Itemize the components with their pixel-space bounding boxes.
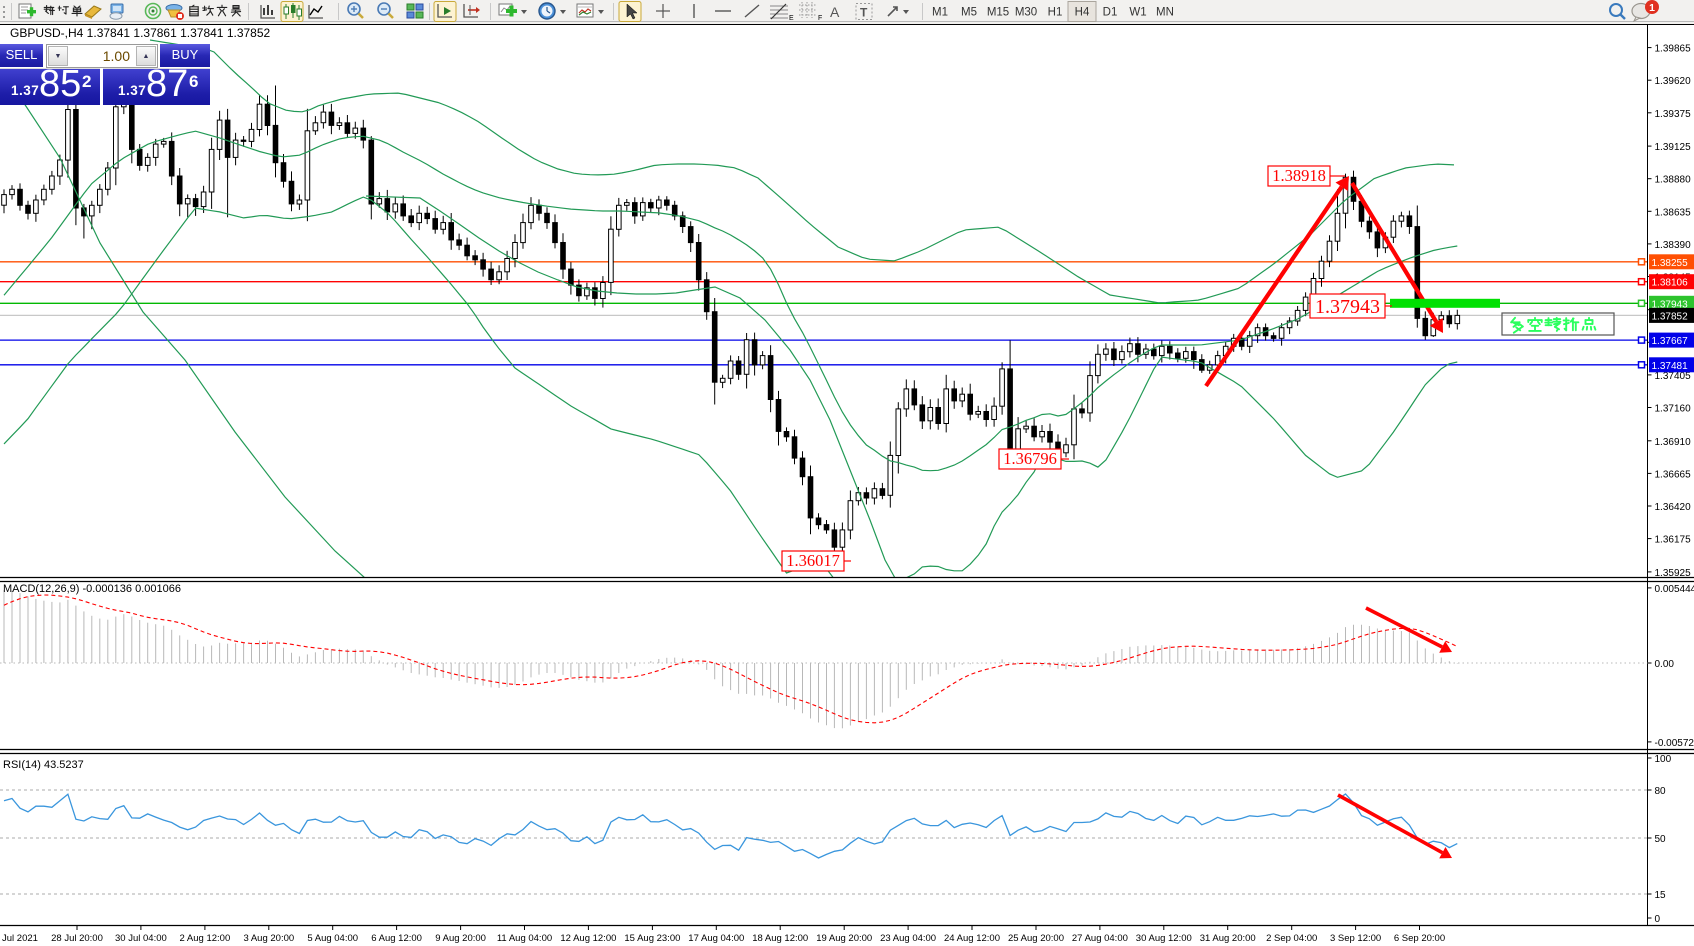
svg-text:23 Aug 04:00: 23 Aug 04:00 <box>880 933 936 944</box>
svg-text:31 Aug 20:00: 31 Aug 20:00 <box>1200 933 1256 944</box>
svg-text:RSI(14) 43.5237: RSI(14) 43.5237 <box>3 759 84 771</box>
svg-text:25 Aug 20:00: 25 Aug 20:00 <box>1008 933 1064 944</box>
svg-text:18 Aug 12:00: 18 Aug 12:00 <box>752 933 808 944</box>
svg-text:1.38918: 1.38918 <box>1272 166 1326 185</box>
svg-text:1.36665: 1.36665 <box>1655 469 1692 480</box>
svg-text:30 Jul 04:00: 30 Jul 04:00 <box>115 933 167 944</box>
svg-text:1.36796: 1.36796 <box>1003 449 1057 468</box>
svg-text:1.36420: 1.36420 <box>1655 502 1692 513</box>
svg-text:1.39125: 1.39125 <box>1655 142 1692 153</box>
svg-text:1.36910: 1.36910 <box>1655 437 1692 448</box>
svg-text:15 Aug 23:00: 15 Aug 23:00 <box>624 933 680 944</box>
svg-text:1.37481: 1.37481 <box>1652 361 1689 372</box>
svg-text:1: 1 <box>1649 2 1655 14</box>
svg-text:1.38390: 1.38390 <box>1655 240 1692 251</box>
svg-text:1.35925: 1.35925 <box>1655 568 1692 579</box>
svg-text:MN: MN <box>1156 7 1174 19</box>
svg-text:1.37943: 1.37943 <box>1315 296 1380 318</box>
svg-text:5 Aug 04:00: 5 Aug 04:00 <box>307 933 358 944</box>
svg-text:15: 15 <box>1655 890 1667 901</box>
svg-text:28 Jul 20:00: 28 Jul 20:00 <box>51 933 103 944</box>
svg-text:3 Aug 20:00: 3 Aug 20:00 <box>243 933 294 944</box>
svg-text:Jul 2021: Jul 2021 <box>2 933 38 944</box>
svg-text:1.37667: 1.37667 <box>1652 336 1689 347</box>
svg-text:3 Sep 12:00: 3 Sep 12:00 <box>1330 933 1381 944</box>
svg-text:1.36017: 1.36017 <box>786 551 840 570</box>
svg-text:24 Aug 12:00: 24 Aug 12:00 <box>944 933 1000 944</box>
svg-text:1.37852: 1.37852 <box>1652 311 1689 322</box>
svg-text:T: T <box>860 6 868 20</box>
svg-text:H4: H4 <box>1075 7 1090 19</box>
svg-text:1.39620: 1.39620 <box>1655 76 1692 87</box>
svg-text:1.39865: 1.39865 <box>1655 44 1692 55</box>
svg-text:9 Aug 20:00: 9 Aug 20:00 <box>435 933 486 944</box>
svg-text:6 Aug 12:00: 6 Aug 12:00 <box>371 933 422 944</box>
svg-text:17 Aug 04:00: 17 Aug 04:00 <box>688 933 744 944</box>
svg-text:M1: M1 <box>932 7 948 19</box>
svg-text:6 Sep 20:00: 6 Sep 20:00 <box>1394 933 1445 944</box>
svg-text:11 Aug 04:00: 11 Aug 04:00 <box>497 933 552 944</box>
svg-text:H1: H1 <box>1048 7 1063 19</box>
svg-text:12 Aug 12:00: 12 Aug 12:00 <box>560 933 616 944</box>
svg-text:1.37405: 1.37405 <box>1655 371 1692 382</box>
svg-text:W1: W1 <box>1129 7 1146 19</box>
svg-text:0: 0 <box>1655 914 1661 925</box>
svg-text:2 Sep 04:00: 2 Sep 04:00 <box>1266 933 1317 944</box>
svg-text:A: A <box>830 4 840 20</box>
svg-text:30 Aug 12:00: 30 Aug 12:00 <box>1136 933 1192 944</box>
svg-text:80: 80 <box>1655 786 1667 797</box>
svg-text:M30: M30 <box>1015 7 1037 19</box>
svg-text:1.38635: 1.38635 <box>1655 207 1692 218</box>
svg-text:-0.005721: -0.005721 <box>1655 738 1694 749</box>
svg-text:1.38880: 1.38880 <box>1655 175 1692 186</box>
svg-text:1.39375: 1.39375 <box>1655 109 1692 120</box>
svg-text:F: F <box>818 15 822 22</box>
svg-text:1.38255: 1.38255 <box>1652 258 1689 269</box>
svg-text:M5: M5 <box>961 7 977 19</box>
svg-text:0.00: 0.00 <box>1655 659 1675 670</box>
svg-text:1.38106: 1.38106 <box>1652 278 1689 289</box>
svg-text:50: 50 <box>1655 834 1667 845</box>
svg-text:1.37943: 1.37943 <box>1652 299 1689 310</box>
svg-text:GBPUSD-,H4 1.37841 1.37861 1.: GBPUSD-,H4 1.37841 1.37861 1.37841 1.378… <box>10 26 271 40</box>
svg-text:1.37160: 1.37160 <box>1655 404 1692 415</box>
svg-text:2 Aug 12:00: 2 Aug 12:00 <box>180 933 231 944</box>
svg-text:MACD(12,26,9) -0.000136 0.0010: MACD(12,26,9) -0.000136 0.001066 <box>3 583 181 595</box>
svg-text:M15: M15 <box>987 7 1009 19</box>
svg-text:27 Aug 04:00: 27 Aug 04:00 <box>1072 933 1128 944</box>
svg-text:E: E <box>789 15 794 22</box>
svg-text:100: 100 <box>1655 754 1672 765</box>
svg-text:19 Aug 20:00: 19 Aug 20:00 <box>816 933 872 944</box>
svg-text:D1: D1 <box>1103 7 1118 19</box>
svg-text:1.36175: 1.36175 <box>1655 535 1692 546</box>
svg-text:0.005444: 0.005444 <box>1655 584 1694 595</box>
